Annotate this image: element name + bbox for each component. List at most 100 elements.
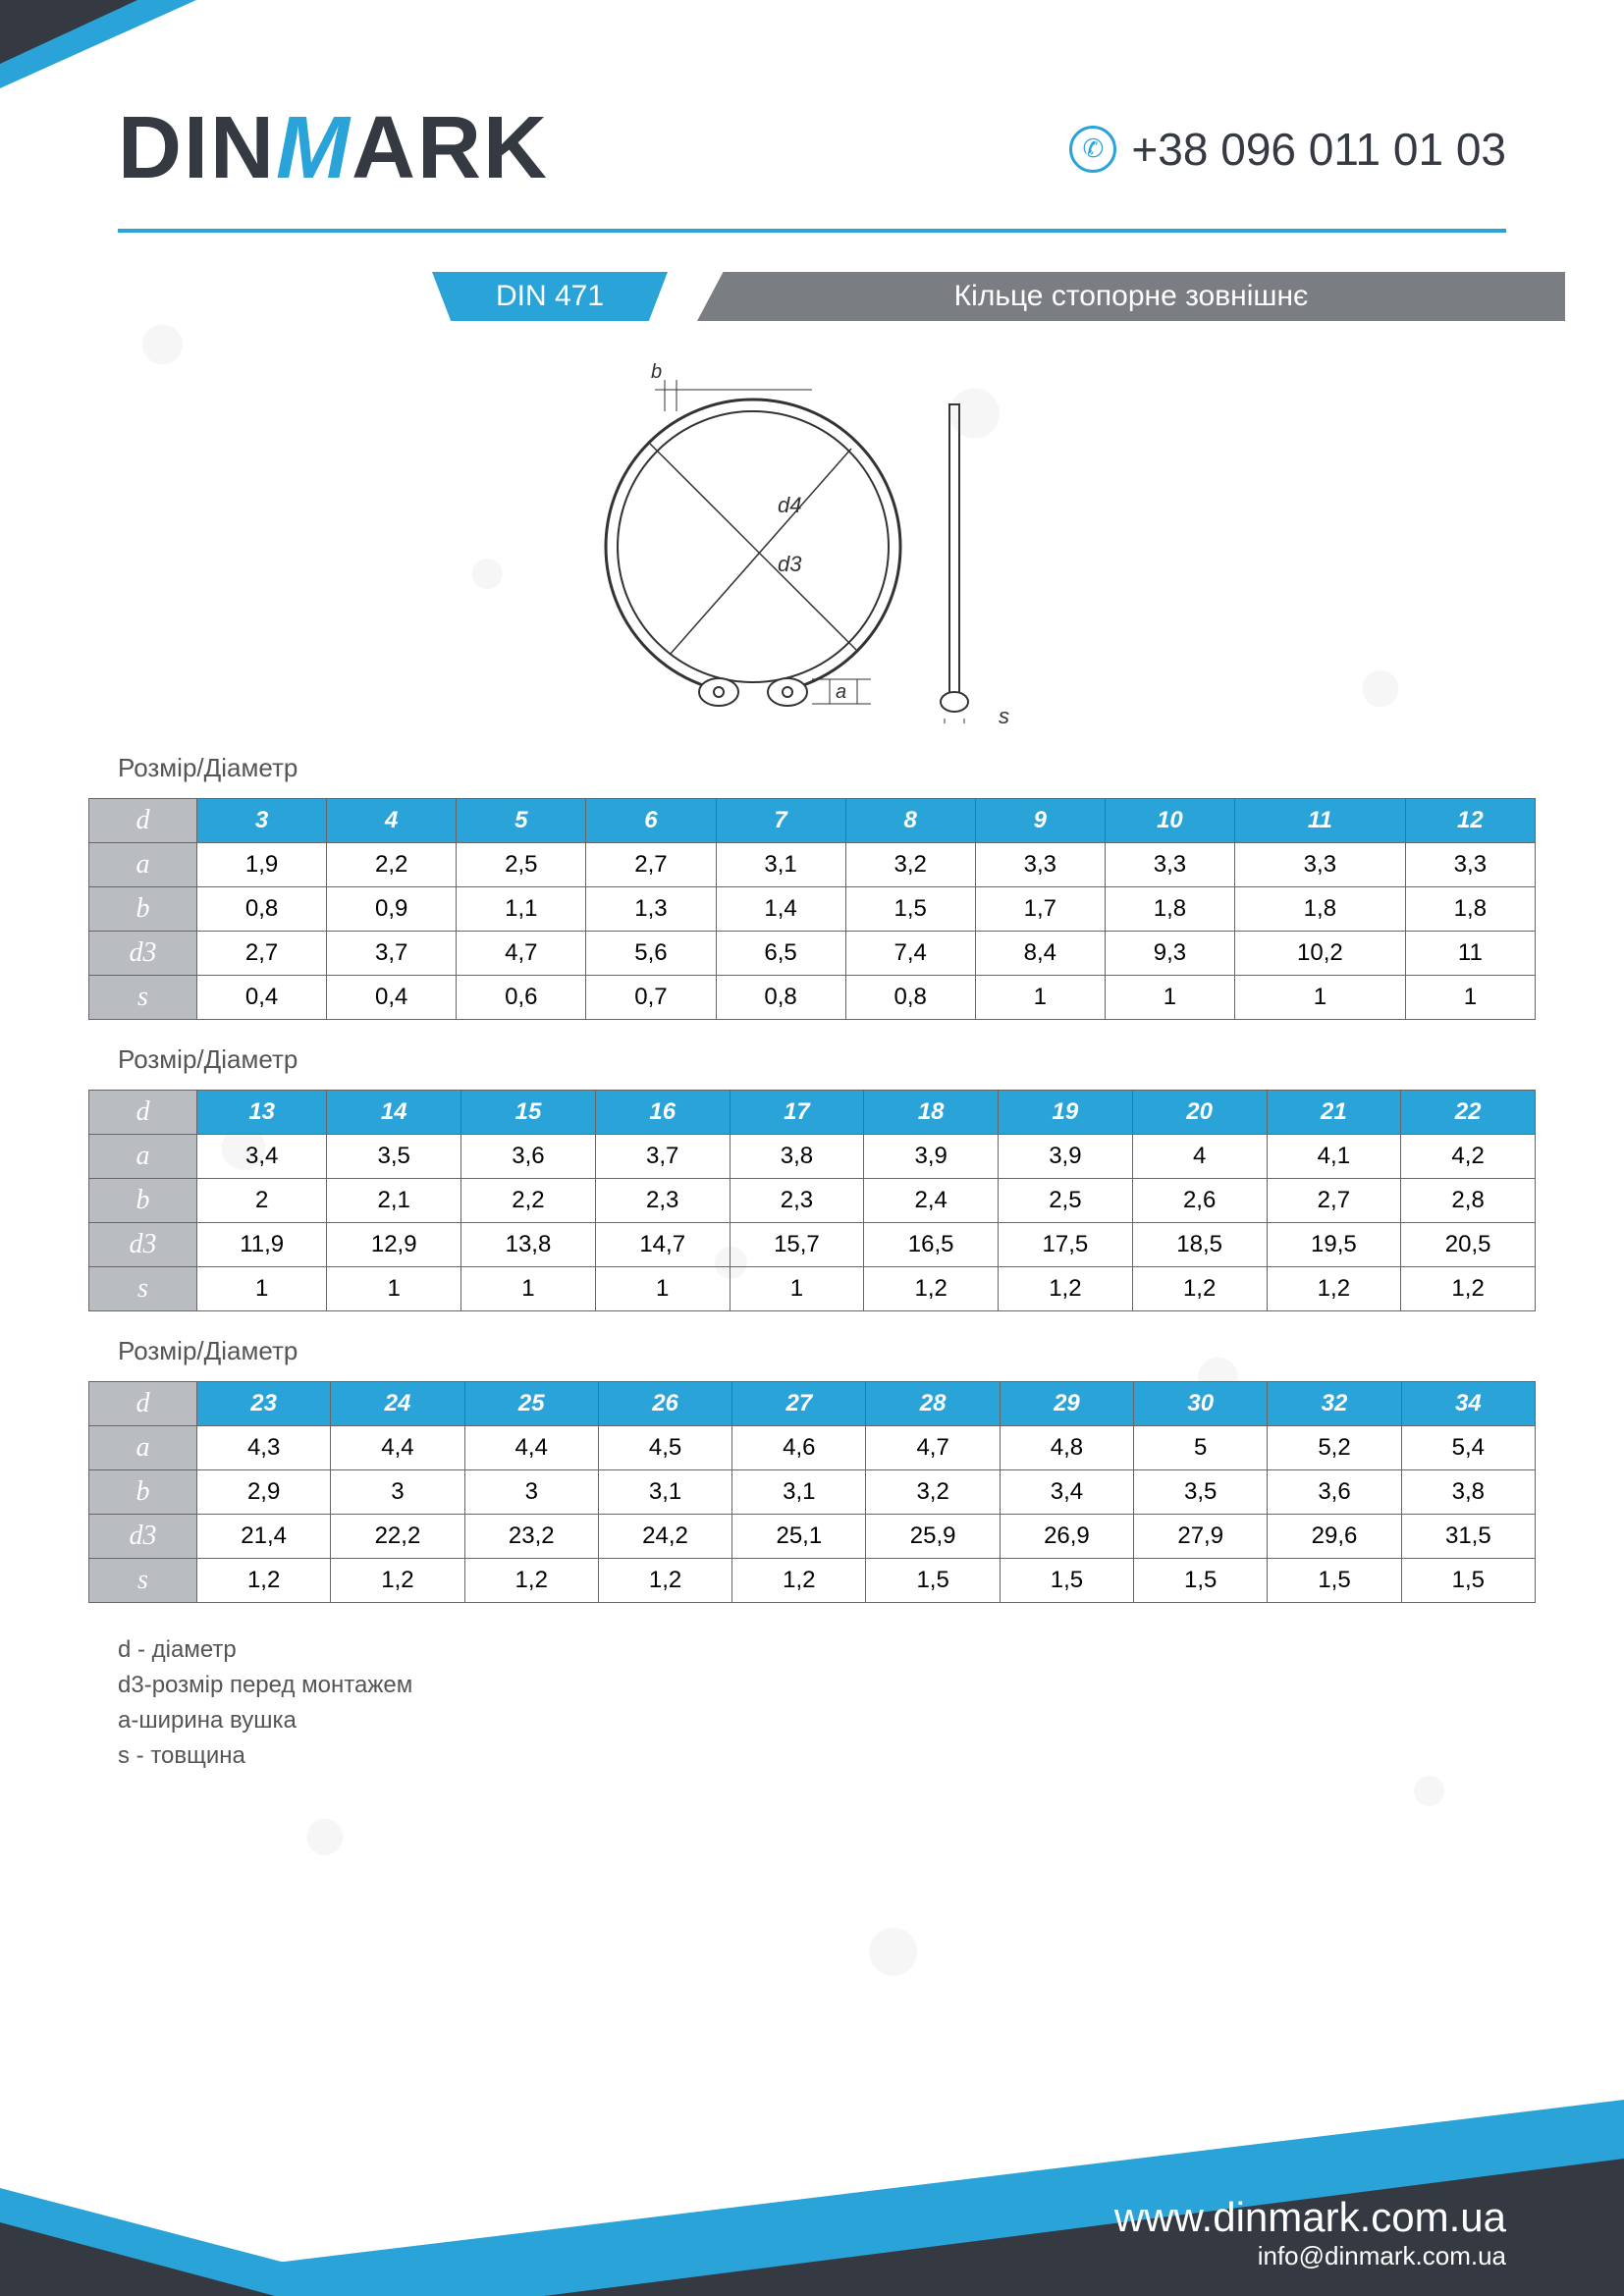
cell: 14,7 (595, 1223, 730, 1267)
section-label: Розмір/Діаметр (118, 1336, 1536, 1366)
cell: 2,8 (1401, 1179, 1536, 1223)
cell: 30 (1134, 1382, 1268, 1426)
row-header-d3: d3 (89, 1223, 197, 1267)
cell: 1,8 (1235, 887, 1406, 932)
cell: 28 (866, 1382, 1000, 1426)
cell: 12,9 (327, 1223, 461, 1267)
cell: 32 (1268, 1382, 1401, 1426)
cell: 3,1 (732, 1470, 866, 1515)
cell: 5,4 (1401, 1426, 1535, 1470)
cell: 1,2 (331, 1559, 464, 1603)
footer: www.dinmark.com.ua info@dinmark.com.ua (0, 2100, 1624, 2296)
cell: 3,5 (327, 1135, 461, 1179)
table-row: a3,43,53,63,73,83,93,944,14,2 (89, 1135, 1536, 1179)
row-header-s: s (89, 1267, 197, 1311)
cell: 2,5 (457, 843, 586, 887)
cell: 1,9 (197, 843, 327, 887)
cell: 1 (595, 1267, 730, 1311)
cell: 4 (327, 799, 457, 843)
cell: 7,4 (845, 932, 975, 976)
cell: 2 (197, 1179, 327, 1223)
cell: 3,8 (1401, 1470, 1535, 1515)
cell: 0,7 (586, 976, 716, 1020)
cell: 4,2 (1401, 1135, 1536, 1179)
label-a: a (836, 681, 846, 703)
cell: 2,4 (864, 1179, 999, 1223)
cell: 3,1 (598, 1470, 731, 1515)
cell: 16,5 (864, 1223, 999, 1267)
cell: 3,3 (1105, 843, 1234, 887)
cell: 3,4 (1000, 1470, 1133, 1515)
row-header-d: d (89, 1091, 197, 1135)
cell: 26,9 (1000, 1515, 1133, 1559)
row-header-b: b (89, 1179, 197, 1223)
cell: 1,8 (1405, 887, 1535, 932)
legend-line: d - діаметр (118, 1632, 1536, 1668)
logo: DINMARK (118, 98, 549, 199)
cell: 1,8 (1105, 887, 1234, 932)
row-header-a: a (89, 1426, 197, 1470)
cell: 2,2 (327, 843, 457, 887)
table-row: b2,9333,13,13,23,43,53,63,8 (89, 1470, 1536, 1515)
cell: 1,5 (1268, 1559, 1401, 1603)
cell: 5 (457, 799, 586, 843)
cell: 5,6 (586, 932, 716, 976)
row-header-d: d (89, 799, 197, 843)
table-row: s0,40,40,60,70,80,81111 (89, 976, 1536, 1020)
cell: 21,4 (197, 1515, 331, 1559)
cell: 4,4 (331, 1426, 464, 1470)
cell: 15 (461, 1091, 596, 1135)
cell: 29 (1000, 1382, 1133, 1426)
cell: 4,4 (464, 1426, 598, 1470)
phone: ✆ +38 096 011 01 03 (1069, 123, 1506, 176)
cell: 22 (1401, 1091, 1536, 1135)
cell: 3,7 (327, 932, 457, 976)
logo-part1: DIN (118, 99, 276, 197)
cell: 9 (975, 799, 1105, 843)
cell: 23,2 (464, 1515, 598, 1559)
cell: 4,6 (732, 1426, 866, 1470)
section-label: Розмір/Діаметр (118, 1044, 1536, 1075)
cell: 3,4 (197, 1135, 327, 1179)
cell: 3,7 (595, 1135, 730, 1179)
label-d3: d3 (778, 552, 802, 576)
cell: 1 (975, 976, 1105, 1020)
cell: 1 (730, 1267, 864, 1311)
cell: 1 (461, 1267, 596, 1311)
cell: 25,9 (866, 1515, 1000, 1559)
standard-code: DIN 471 (432, 272, 668, 321)
cell: 19,5 (1267, 1223, 1401, 1267)
technical-diagram: d4 d3 b a s (0, 350, 1624, 723)
row-header-d3: d3 (89, 1515, 197, 1559)
cell: 3,8 (730, 1135, 864, 1179)
cell: 1,2 (999, 1267, 1133, 1311)
spec-table-1: d3456789101112a1,92,22,52,73,13,23,33,33… (88, 798, 1536, 1020)
cell: 1,2 (464, 1559, 598, 1603)
cell: 1 (1235, 976, 1406, 1020)
cell: 7 (716, 799, 845, 843)
cell: 1,5 (845, 887, 975, 932)
cell: 3,5 (1134, 1470, 1268, 1515)
cell: 4,8 (1000, 1426, 1133, 1470)
cell: 15,7 (730, 1223, 864, 1267)
cell: 5 (1134, 1426, 1268, 1470)
table-row: d32,73,74,75,66,57,48,49,310,211 (89, 932, 1536, 976)
cell: 20 (1132, 1091, 1267, 1135)
cell: 2,3 (595, 1179, 730, 1223)
cell: 0,8 (197, 887, 327, 932)
cell: 6,5 (716, 932, 845, 976)
cell: 1,5 (1134, 1559, 1268, 1603)
table-row: b0,80,91,11,31,41,51,71,81,81,8 (89, 887, 1536, 932)
cell: 8,4 (975, 932, 1105, 976)
cell: 14 (327, 1091, 461, 1135)
logo-m: M (276, 99, 352, 197)
cell: 10,2 (1235, 932, 1406, 976)
cell: 1 (327, 1267, 461, 1311)
row-header-a: a (89, 843, 197, 887)
cell: 24 (331, 1382, 464, 1426)
cell: 0,9 (327, 887, 457, 932)
cell: 4,7 (457, 932, 586, 976)
cell: 5,2 (1268, 1426, 1401, 1470)
row-header-b: b (89, 1470, 197, 1515)
cell: 1,3 (586, 887, 716, 932)
